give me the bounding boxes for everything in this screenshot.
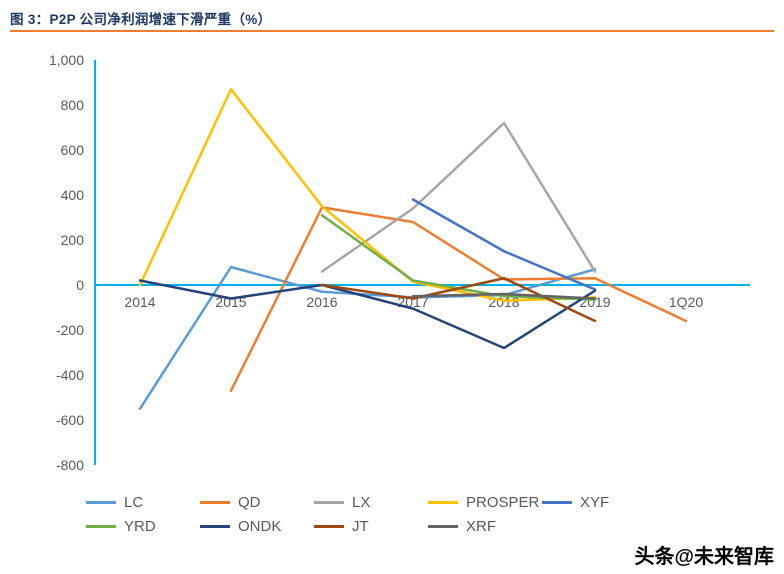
chart-legend: LC QD LX PROSPER XYF YRD ONDK JT XRF bbox=[86, 494, 656, 535]
legend-line-marker bbox=[86, 501, 116, 504]
y-tick-label: -800 bbox=[56, 457, 84, 473]
series-line-XRF bbox=[411, 292, 597, 300]
title-underline bbox=[10, 30, 774, 32]
y-tick-label: -600 bbox=[56, 412, 84, 428]
y-tick-label: 600 bbox=[61, 142, 85, 158]
y-tick-label: -200 bbox=[56, 322, 84, 338]
legend-item-yrd: YRD bbox=[86, 518, 200, 535]
legend-label: XRF bbox=[466, 518, 496, 535]
series-line-XYF bbox=[411, 198, 597, 291]
legend-label: LC bbox=[124, 494, 144, 511]
legend-line-marker bbox=[314, 501, 344, 504]
series-line-YRD bbox=[320, 214, 597, 301]
series-line-JT bbox=[320, 277, 597, 323]
legend-label: JT bbox=[352, 518, 369, 535]
legend-line-marker bbox=[86, 525, 116, 528]
series-line-ONDK bbox=[138, 279, 597, 350]
y-tick-label: 800 bbox=[61, 97, 85, 113]
legend-item-jt: JT bbox=[314, 518, 428, 535]
legend-item-lc: LC bbox=[86, 494, 200, 511]
legend-line-marker bbox=[314, 525, 344, 528]
legend-label: PROSPER bbox=[466, 494, 540, 511]
legend-item-xyf: XYF bbox=[542, 494, 656, 511]
legend-label: YRD bbox=[124, 518, 156, 535]
series-line-LX bbox=[320, 121, 597, 273]
line-chart: 1,000 800 600 400 200 0 -200 -400 -600 -800 2014 20… bbox=[0, 40, 784, 485]
x-tick-label: 2016 bbox=[306, 294, 337, 310]
legend-line-marker bbox=[200, 525, 230, 528]
legend-item-qd: QD bbox=[200, 494, 314, 511]
series-line-PROSPER bbox=[138, 88, 597, 302]
legend-label: QD bbox=[238, 494, 261, 511]
y-tick-label: 0 bbox=[76, 277, 84, 293]
legend-item-ondk: ONDK bbox=[200, 518, 314, 535]
chart-svg: 1,000 800 600 400 200 0 -200 -400 -600 -800 2014 20… bbox=[49, 52, 750, 473]
legend-label: XYF bbox=[580, 494, 610, 511]
figure-title: 图 3：P2P 公司净利润增速下滑严重（%） bbox=[10, 12, 272, 27]
legend-item-xrf: XRF bbox=[428, 518, 542, 535]
legend-label: ONDK bbox=[238, 518, 282, 535]
x-tick-label: 1Q20 bbox=[669, 294, 703, 310]
legend-row: LC QD LX PROSPER XYF bbox=[86, 494, 656, 511]
y-tick-label: -400 bbox=[56, 367, 84, 383]
y-tick-label: 200 bbox=[61, 232, 85, 248]
legend-row: YRD ONDK JT XRF bbox=[86, 518, 656, 535]
legend-item-prosper: PROSPER bbox=[428, 494, 542, 511]
legend-line-marker bbox=[200, 501, 230, 504]
x-tick-label: 2014 bbox=[124, 294, 155, 310]
legend-line-marker bbox=[542, 501, 572, 504]
series-line-QD bbox=[229, 206, 688, 392]
watermark: 头条@未来智库 bbox=[634, 546, 774, 568]
legend-line-marker bbox=[428, 501, 458, 504]
legend-item-lx: LX bbox=[314, 494, 428, 511]
legend-line-marker bbox=[428, 525, 458, 528]
y-tick-label: 400 bbox=[61, 187, 85, 203]
series-line-LC bbox=[138, 265, 597, 410]
legend-label: LX bbox=[352, 494, 371, 511]
y-tick-label: 1,000 bbox=[49, 52, 84, 68]
